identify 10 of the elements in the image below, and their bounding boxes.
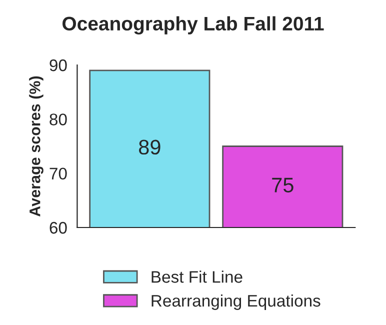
y-tick-label: 70 <box>50 168 67 180</box>
data-label: 75 <box>272 178 294 192</box>
y-tick-label: 80 <box>50 114 67 126</box>
y-tick-label: 60 <box>50 222 67 234</box>
chart-title: Oceanography Lab Fall 2011 <box>62 16 324 34</box>
y-axis-title: Average scores (%) <box>29 76 44 216</box>
data-label: 89 <box>138 140 160 155</box>
legend-label: Best Fit Line <box>152 270 242 283</box>
y-tick-label: 90 <box>50 59 67 72</box>
legend-label: Rearranging Equations <box>152 294 320 310</box>
